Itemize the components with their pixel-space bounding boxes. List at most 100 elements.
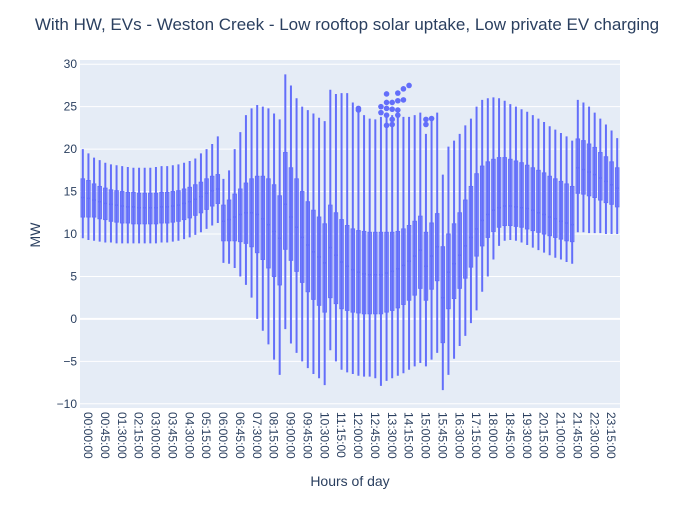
y-tick-label: 0 [70,312,77,326]
x-tick-label: 01:30:00 [115,412,129,459]
outlier-point [378,109,384,116]
box-body [97,185,102,220]
box-body [114,190,119,223]
box [80,149,86,239]
box [221,178,226,263]
box [530,115,536,248]
x-tick-label: 23:15:00 [604,412,618,459]
box-body [131,191,136,225]
box-body [446,233,451,310]
box-body [176,190,181,222]
box-body [401,228,406,305]
x-tick-label: 00:00:00 [81,412,95,459]
box [142,167,147,244]
chart-title: With HW, EVs - Weston Creek - Low roofto… [35,15,659,34]
x-tick-label: 14:15:00 [402,412,416,459]
box [541,121,547,253]
box-body [592,146,597,199]
box-body [513,160,519,227]
box [136,167,142,244]
box [457,133,462,347]
x-tick-label: 09:00:00 [284,412,298,459]
box [508,104,513,240]
box [614,138,620,234]
box [344,93,350,373]
y-tick-label: 30 [64,57,78,71]
box [187,161,192,238]
box-body [271,184,277,277]
box [395,116,401,376]
box-body [339,219,344,310]
box [226,170,232,264]
box-body [305,201,311,293]
box-body [468,185,474,268]
box [446,146,451,375]
box-body [221,204,226,242]
box [339,93,344,370]
box-body [491,158,496,232]
box [316,117,322,379]
box [243,115,249,285]
outlier-point [395,97,401,104]
box-body [530,167,536,232]
box [609,130,614,234]
box-body [350,228,356,313]
box [159,166,164,243]
box-body [187,186,192,219]
box-body [496,157,502,228]
box [463,125,468,336]
box-body [519,162,524,228]
box-body [564,183,569,242]
box-body [553,178,558,238]
box [260,106,266,331]
box [108,164,114,243]
box-body [193,184,198,216]
outlier-point [383,99,390,106]
box-body [508,158,513,227]
y-tick-label: 15 [64,185,78,199]
x-tick-label: 13:30:00 [385,412,399,459]
box-body [412,220,417,296]
box-body [164,191,170,224]
box-body [384,231,389,313]
x-tick-label: 03:00:00 [149,412,163,459]
box [519,109,524,243]
box-body [311,209,316,300]
outlier-point [406,82,412,89]
y-tick-label: 20 [64,142,78,156]
box [474,106,479,311]
outlier-point [389,106,395,113]
box [440,174,446,391]
box-body [575,138,581,194]
box-body [524,164,530,230]
x-tick-label: 11:15:00 [334,412,348,458]
box-body [119,191,125,224]
box [553,129,558,258]
box [401,116,406,374]
outlier-point [428,115,435,122]
box [91,157,97,241]
box [322,121,327,386]
x-tick-label: 18:00:00 [486,412,500,459]
box [389,115,395,379]
box [238,132,243,277]
box-body [148,192,153,225]
box [254,104,260,319]
x-tick-label: 05:15:00 [199,412,213,459]
box [536,118,541,251]
box-body [581,140,586,195]
box-body [406,225,412,301]
x-tick-label: 22:30:00 [587,412,601,459]
outlier-point [423,121,429,128]
box-body [603,156,609,204]
box [209,144,215,226]
box [367,118,372,377]
box-series [80,74,620,391]
y-tick-label: −5 [63,354,77,368]
box [215,136,221,223]
box [581,102,586,233]
box [97,160,102,242]
box [491,97,496,260]
x-tick-label: 21:45:00 [570,412,584,459]
box-body [153,192,159,225]
